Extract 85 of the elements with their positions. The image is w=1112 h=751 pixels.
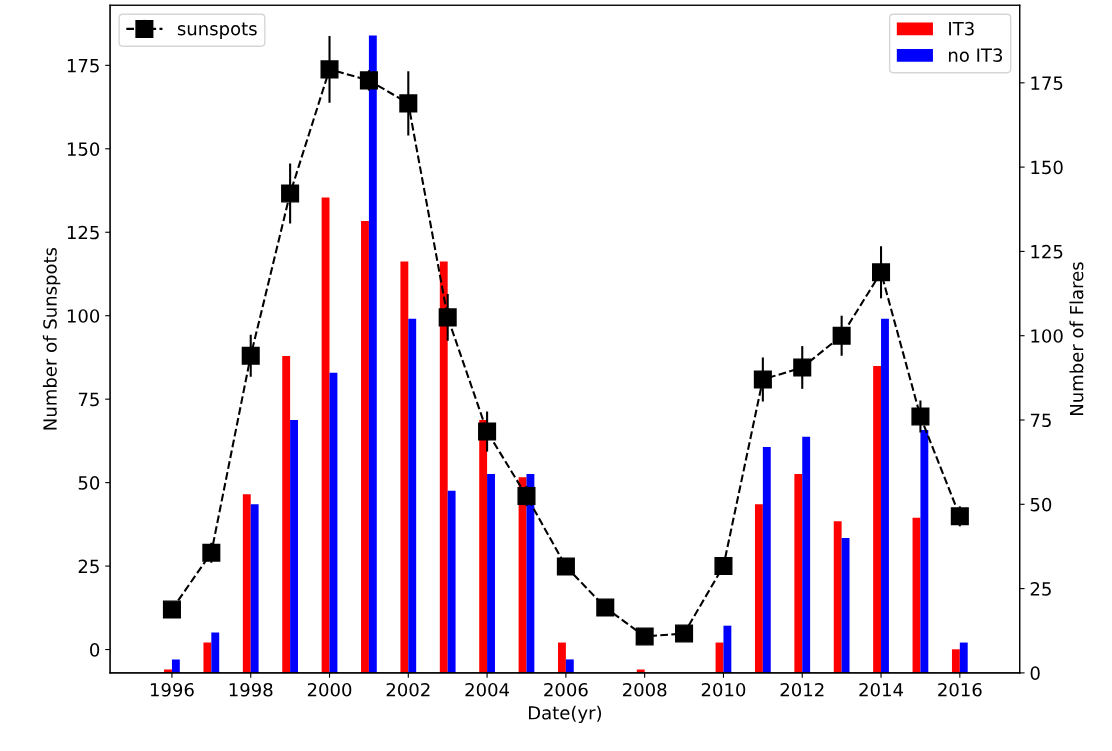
x-tick-label: 2008 xyxy=(623,682,667,697)
x-tick-label: 1998 xyxy=(229,682,273,697)
bar xyxy=(250,504,259,673)
bar xyxy=(802,436,811,673)
bar xyxy=(558,642,566,673)
bar xyxy=(400,261,409,673)
x-tick-label: 2000 xyxy=(307,682,352,697)
y-axis-title: Number of Sunspots xyxy=(42,247,61,430)
bar xyxy=(203,642,212,673)
bar xyxy=(526,473,535,673)
bar xyxy=(211,632,220,673)
x-tick-label: 2002 xyxy=(386,682,430,697)
bar xyxy=(833,521,842,673)
y2-tick-label: 50 xyxy=(1030,497,1052,512)
point xyxy=(281,184,300,203)
point xyxy=(950,507,969,526)
point xyxy=(478,422,497,441)
bar xyxy=(487,473,495,673)
y2-tick-label: 175 xyxy=(1031,76,1063,90)
point xyxy=(399,94,418,113)
bar xyxy=(361,221,369,673)
point xyxy=(635,627,654,646)
bar xyxy=(841,538,850,673)
bar xyxy=(368,35,377,673)
y2-tick-label: 25 xyxy=(1030,582,1051,596)
bar xyxy=(762,446,771,673)
x-tick-label: 1996 xyxy=(150,682,194,697)
x-tick-label: 2010 xyxy=(701,682,746,697)
bar xyxy=(723,625,732,673)
x-axis-title: Date(yr) xyxy=(528,705,602,724)
x-tick-label: 2004 xyxy=(465,682,510,697)
y-tick-label: 75 xyxy=(78,392,99,407)
bar xyxy=(439,261,448,673)
y-tick-label: 25 xyxy=(78,559,99,574)
y-tick-label: 100 xyxy=(67,309,100,323)
y-tick-label: 125 xyxy=(67,225,99,240)
bar xyxy=(242,494,251,673)
x-tick-label: 2014 xyxy=(859,682,903,697)
legend-label: sunspots xyxy=(177,22,257,39)
point xyxy=(359,71,378,90)
y2-tick-label: 0 xyxy=(1030,666,1040,681)
x-tick-label: 2012 xyxy=(780,682,824,697)
bar xyxy=(321,197,330,673)
point xyxy=(832,326,851,345)
x-tick-label: 2016 xyxy=(938,682,982,697)
point xyxy=(438,308,457,327)
point xyxy=(556,557,575,576)
bar xyxy=(282,355,291,673)
bar xyxy=(565,659,574,673)
bar xyxy=(794,473,803,673)
point xyxy=(241,346,260,365)
y2-tick-label: 150 xyxy=(1031,160,1063,175)
point xyxy=(753,370,772,389)
point xyxy=(517,486,536,506)
y2-axis-title: Number of Flares xyxy=(1069,262,1084,416)
point xyxy=(675,624,694,643)
y2-tick-label: 75 xyxy=(1030,413,1051,428)
bar xyxy=(447,490,456,673)
y2-tick-label: 125 xyxy=(1031,244,1063,259)
point xyxy=(202,543,221,562)
point xyxy=(911,407,930,426)
point xyxy=(320,60,339,79)
x-tick-label: 2006 xyxy=(544,682,588,697)
y-tick-label: 50 xyxy=(78,476,100,490)
point xyxy=(596,598,615,617)
y-tick-label: 0 xyxy=(90,642,100,657)
bar xyxy=(290,420,298,673)
y-tick-label: 175 xyxy=(67,59,99,73)
legend-label: IT3 xyxy=(949,21,974,36)
bar xyxy=(754,504,763,673)
bar xyxy=(959,642,968,673)
bar xyxy=(479,420,488,673)
bar xyxy=(881,318,889,673)
bar xyxy=(408,318,417,673)
bar xyxy=(920,430,929,673)
bar xyxy=(171,659,180,673)
bar xyxy=(873,366,882,673)
point xyxy=(162,600,181,619)
bar xyxy=(951,649,960,673)
y2-tick-label: 100 xyxy=(1031,329,1063,343)
legend-label: no IT3 xyxy=(949,48,1003,62)
y-tick-label: 150 xyxy=(67,142,100,156)
point xyxy=(872,263,891,282)
point xyxy=(714,557,733,576)
point xyxy=(793,358,812,377)
